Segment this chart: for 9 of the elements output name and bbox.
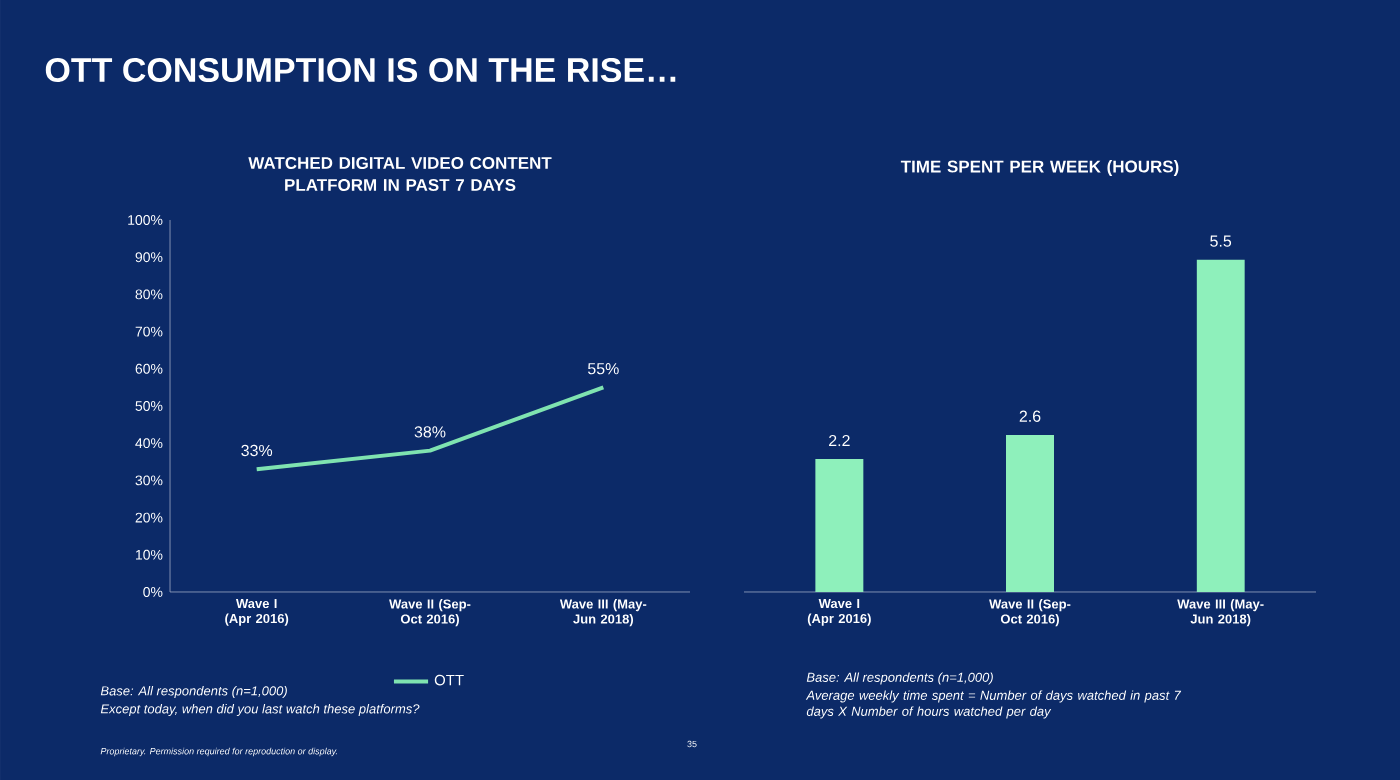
- text: OTT CONSUMPTION IS ON THE RISE…: [45, 57, 676, 83]
- data-label: 33%: [241, 444, 273, 457]
- data-label: 5.5: [1210, 235, 1232, 247]
- data-label: 2.6: [1019, 410, 1041, 422]
- chart-title: WATCHED DIGITAL VIDEO CONTENT PLATFORM IN PAST 7 DAYS: [248, 156, 552, 191]
- data-label: 2.2: [829, 434, 850, 447]
- chart-title: TIME SPENT PER WEEK (HOURS): [900, 160, 1179, 176]
- data-label: 55%: [587, 363, 619, 375]
- data-label: 38%: [414, 426, 446, 438]
